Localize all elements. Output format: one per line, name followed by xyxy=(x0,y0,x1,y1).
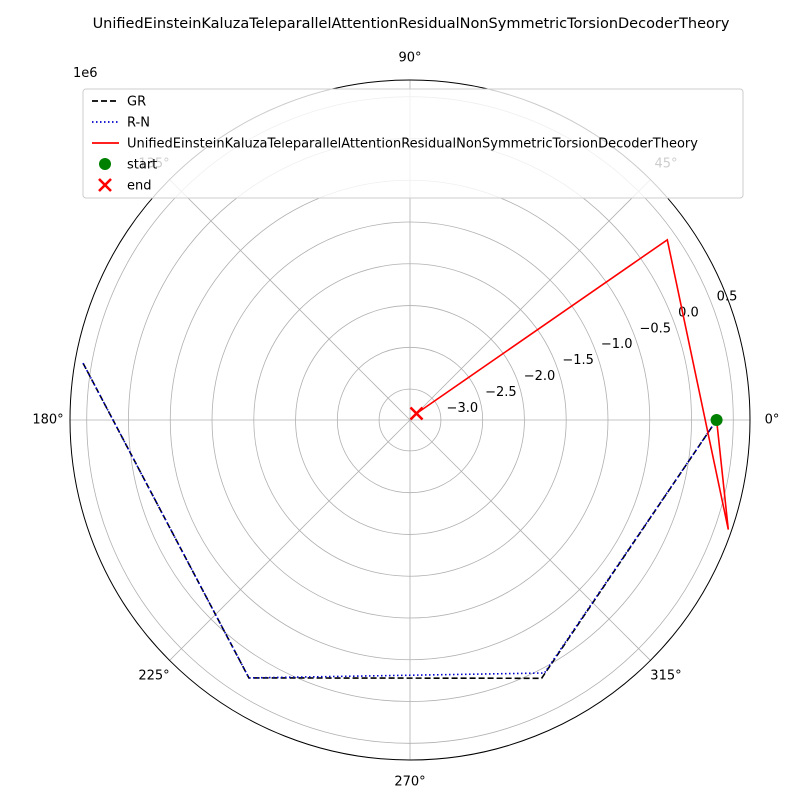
series-line-1 xyxy=(81,361,718,679)
legend-swatch-x xyxy=(98,178,112,192)
start-marker xyxy=(710,414,723,426)
legend-box xyxy=(82,88,744,199)
angle-tick-label: 90° xyxy=(398,51,421,66)
radial-tick-label: −2.0 xyxy=(524,369,556,384)
series-line-0 xyxy=(81,361,718,680)
legend-label: end xyxy=(127,179,152,194)
legend-label: R-N xyxy=(127,116,150,131)
series-line-2 xyxy=(416,238,730,530)
angular-gridline-7 xyxy=(409,419,651,661)
radial-tick-label: −3.0 xyxy=(447,401,479,416)
angle-tick-label: 0° xyxy=(765,413,780,428)
radial-tick-label: −1.5 xyxy=(562,353,594,368)
radial-tick-label: −2.5 xyxy=(485,385,517,400)
radial-tick-label: −0.5 xyxy=(640,321,672,336)
legend: GR R-N UnifiedEinsteinKaluzaTeleparallelAt… xyxy=(82,88,744,199)
angular-gridline-3 xyxy=(169,179,411,421)
series-lines xyxy=(81,238,730,680)
radial-scale-label: 1e6 xyxy=(73,66,98,81)
angle-tick-label: 315° xyxy=(650,668,681,683)
angular-gridline-1 xyxy=(409,179,651,421)
end-marker-stroke xyxy=(409,406,424,421)
legend-label: UnifiedEinsteinKaluzaTeleparallelAttenti… xyxy=(127,137,698,152)
angle-tick-label: 180° xyxy=(32,413,63,428)
polar-frame xyxy=(69,79,751,761)
radial-tick-labels: −3.0−2.5−2.0−1.5−1.0−0.50.00.5 xyxy=(447,289,738,416)
angular-gridline-5 xyxy=(169,419,411,661)
radial-tick-label: −1.0 xyxy=(601,337,633,352)
legend-swatch-circle xyxy=(99,158,111,170)
legend-label: start xyxy=(127,158,157,173)
chart-title: UnifiedEinsteinKaluzaTeleparallelAttenti… xyxy=(93,16,730,32)
radial-tick-label: 0.5 xyxy=(717,289,738,304)
angle-tick-label: 225° xyxy=(138,668,169,683)
angle-tick-label: 270° xyxy=(394,775,425,790)
legend-label: GR xyxy=(127,95,146,110)
markers xyxy=(409,406,723,426)
end-marker xyxy=(409,406,424,421)
